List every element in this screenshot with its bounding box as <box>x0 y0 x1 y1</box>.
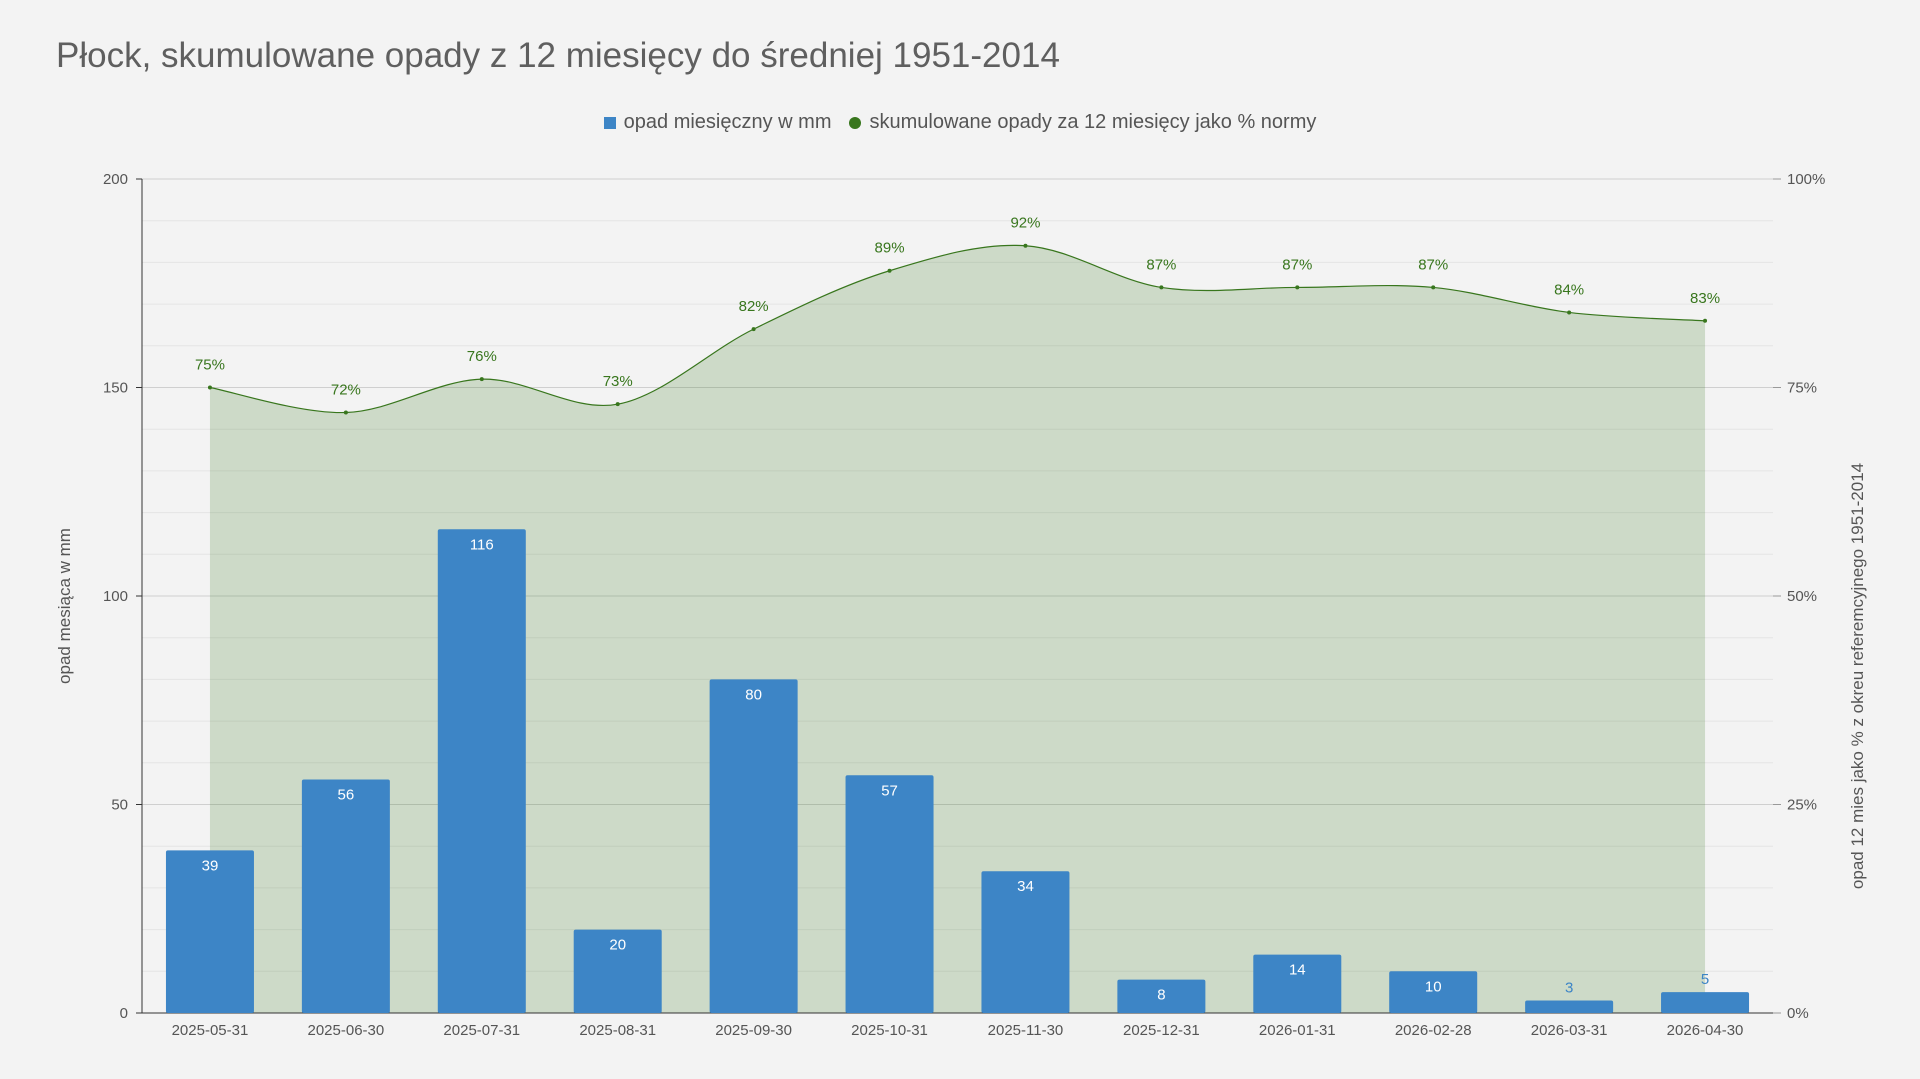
y-tick-label-left: 100 <box>103 588 128 605</box>
x-tick-label: 2025-07-31 <box>443 1022 520 1039</box>
percent-label: 84% <box>1554 281 1584 298</box>
legend: opad miesięczny w mm skumulowane opady z… <box>0 111 1920 134</box>
bar-value-label: 34 <box>1017 878 1034 895</box>
y-axis-title-left: opad mesiąca w mm <box>55 528 74 684</box>
y-tick-label-right: 100% <box>1787 171 1825 188</box>
y-tick-label-right: 50% <box>1787 588 1817 605</box>
line-point <box>887 268 892 273</box>
line-point <box>1567 310 1572 315</box>
bar-value-label: 57 <box>881 782 898 799</box>
line-point <box>343 410 348 415</box>
legend-swatch-square <box>603 116 616 129</box>
bar <box>437 529 526 1013</box>
x-tick-label: 2025-12-31 <box>1123 1022 1200 1039</box>
line-point <box>207 385 212 390</box>
line-point <box>479 377 484 382</box>
x-tick-label: 2026-04-30 <box>1667 1022 1744 1039</box>
x-tick-label: 2025-09-30 <box>715 1022 792 1039</box>
percent-label: 92% <box>1010 215 1040 232</box>
bar-value-label: 10 <box>1425 978 1442 995</box>
line-point <box>1023 243 1028 248</box>
bar-value-label: 116 <box>470 536 494 553</box>
percent-label: 76% <box>467 348 497 365</box>
x-tick-label: 2026-02-28 <box>1395 1022 1472 1039</box>
area-fill <box>209 245 1706 1013</box>
x-tick-label: 2025-08-31 <box>579 1022 656 1039</box>
y-tick-label-left: 200 <box>103 171 128 188</box>
x-tick-label: 2026-03-31 <box>1531 1022 1608 1039</box>
bar <box>1525 1000 1614 1013</box>
percent-label: 72% <box>331 382 361 399</box>
line-point <box>615 402 620 407</box>
x-tick-label: 2025-10-31 <box>851 1022 928 1039</box>
legend-label-bars: opad miesięczny w mm <box>623 111 832 133</box>
bar <box>845 775 934 1013</box>
percent-label: 87% <box>1282 256 1312 273</box>
bar <box>1117 979 1206 1013</box>
y-tick-label-right: 75% <box>1787 380 1817 397</box>
line-point <box>1159 285 1164 290</box>
y-tick-label-right: 0% <box>1787 1005 1809 1022</box>
line-point <box>751 327 756 332</box>
bar-value-label: 5 <box>1701 971 1709 988</box>
bar-value-label: 80 <box>745 686 762 703</box>
bar-value-label: 56 <box>338 786 355 803</box>
y-tick-label-right: 25% <box>1787 797 1817 814</box>
bar-value-label: 39 <box>202 857 219 874</box>
legend-swatch-dot <box>849 116 862 129</box>
y-axis-title-right: opad 12 mies jako % z okreu referemcyjne… <box>1848 463 1867 889</box>
legend-label-line: skumulowane opady za 12 miesięcy jako % … <box>869 111 1317 133</box>
line-point <box>1295 285 1300 290</box>
x-tick-label: 2026-01-31 <box>1259 1022 1336 1039</box>
bar <box>301 779 390 1013</box>
y-tick-label-left: 50 <box>111 797 128 814</box>
percent-label: 75% <box>195 357 225 374</box>
percent-label: 87% <box>1146 256 1176 273</box>
chart-title: Płock, skumulowane opady z 12 miesięcy d… <box>56 36 1060 75</box>
line-point <box>1703 318 1708 323</box>
percent-label: 83% <box>1690 290 1720 307</box>
line-point <box>1431 285 1436 290</box>
legend-item-bars[interactable]: opad miesięczny w mm <box>603 111 832 134</box>
bar <box>1661 992 1750 1013</box>
y-tick-label-left: 150 <box>103 380 128 397</box>
percent-label: 89% <box>875 240 905 257</box>
x-tick-label: 2025-06-30 <box>308 1022 385 1039</box>
bar-value-label: 8 <box>1157 987 1165 1004</box>
percent-label: 87% <box>1418 256 1448 273</box>
bar <box>1253 954 1342 1013</box>
bar <box>709 679 798 1013</box>
percent-label: 73% <box>603 373 633 390</box>
bar-value-label: 3 <box>1565 979 1573 996</box>
percent-label: 82% <box>739 298 769 315</box>
x-tick-label: 2025-05-31 <box>172 1022 249 1039</box>
bar-value-label: 20 <box>609 937 626 954</box>
series-line <box>209 244 1706 414</box>
y-tick-label-left: 0 <box>120 1005 128 1022</box>
bar <box>981 871 1070 1013</box>
legend-item-line[interactable]: skumulowane opady za 12 miesięcy jako % … <box>849 111 1316 134</box>
x-tick-label: 2025-11-30 <box>988 1022 1064 1039</box>
bar <box>165 850 254 1013</box>
bar <box>1389 971 1478 1013</box>
bar <box>573 929 662 1013</box>
bar-value-label: 14 <box>1289 962 1306 979</box>
